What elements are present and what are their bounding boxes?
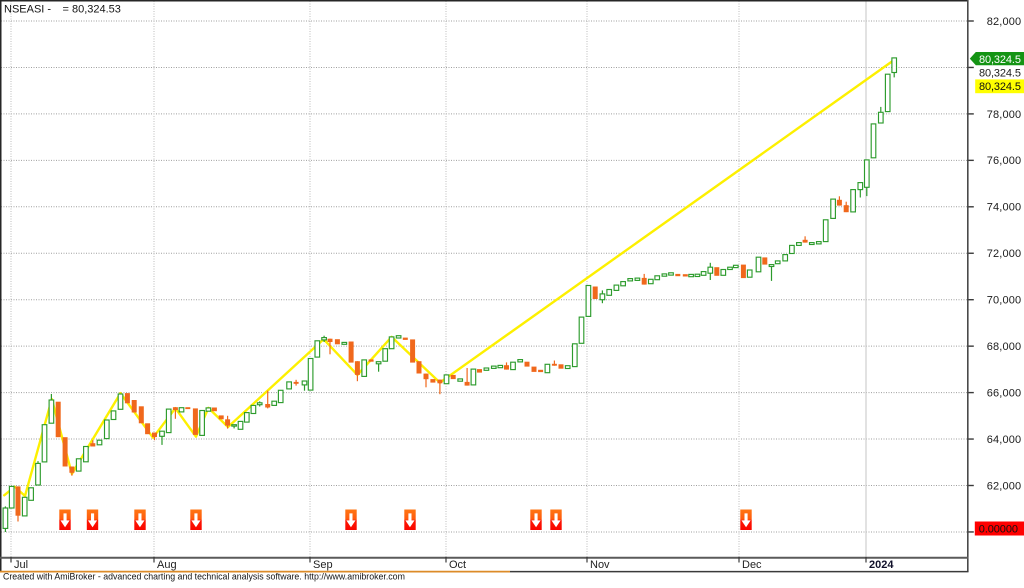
svg-text:80,324.5: 80,324.5 <box>979 67 1021 79</box>
svg-text:74,000: 74,000 <box>987 202 1022 214</box>
svg-text:= 80,324.53: = 80,324.53 <box>63 4 121 16</box>
svg-text:Sep: Sep <box>313 559 333 571</box>
svg-text:Nov: Nov <box>590 559 610 571</box>
svg-text:66,000: 66,000 <box>987 388 1022 400</box>
svg-text:78,000: 78,000 <box>987 109 1022 121</box>
svg-text:Dec: Dec <box>742 559 762 571</box>
svg-text:68,000: 68,000 <box>987 341 1022 353</box>
svg-text:76,000: 76,000 <box>987 155 1022 167</box>
svg-text:Oct: Oct <box>449 559 466 571</box>
svg-text:Aug: Aug <box>157 559 177 571</box>
svg-text:Jul: Jul <box>14 559 28 571</box>
svg-text:NSEASI -: NSEASI - <box>4 4 51 16</box>
svg-text:80,324.5: 80,324.5 <box>979 81 1021 93</box>
svg-text:62,000: 62,000 <box>987 480 1022 492</box>
svg-text:0.00000: 0.00000 <box>979 524 1018 536</box>
svg-text:72,000: 72,000 <box>987 248 1022 260</box>
svg-text:2024: 2024 <box>869 559 894 571</box>
svg-text:80,324.5: 80,324.5 <box>979 54 1021 66</box>
svg-text:70,000: 70,000 <box>987 295 1022 307</box>
svg-text:82,000: 82,000 <box>987 16 1022 28</box>
svg-text:Created with AmiBroker - advan: Created with AmiBroker - advanced charti… <box>3 572 405 582</box>
svg-text:64,000: 64,000 <box>987 434 1022 446</box>
